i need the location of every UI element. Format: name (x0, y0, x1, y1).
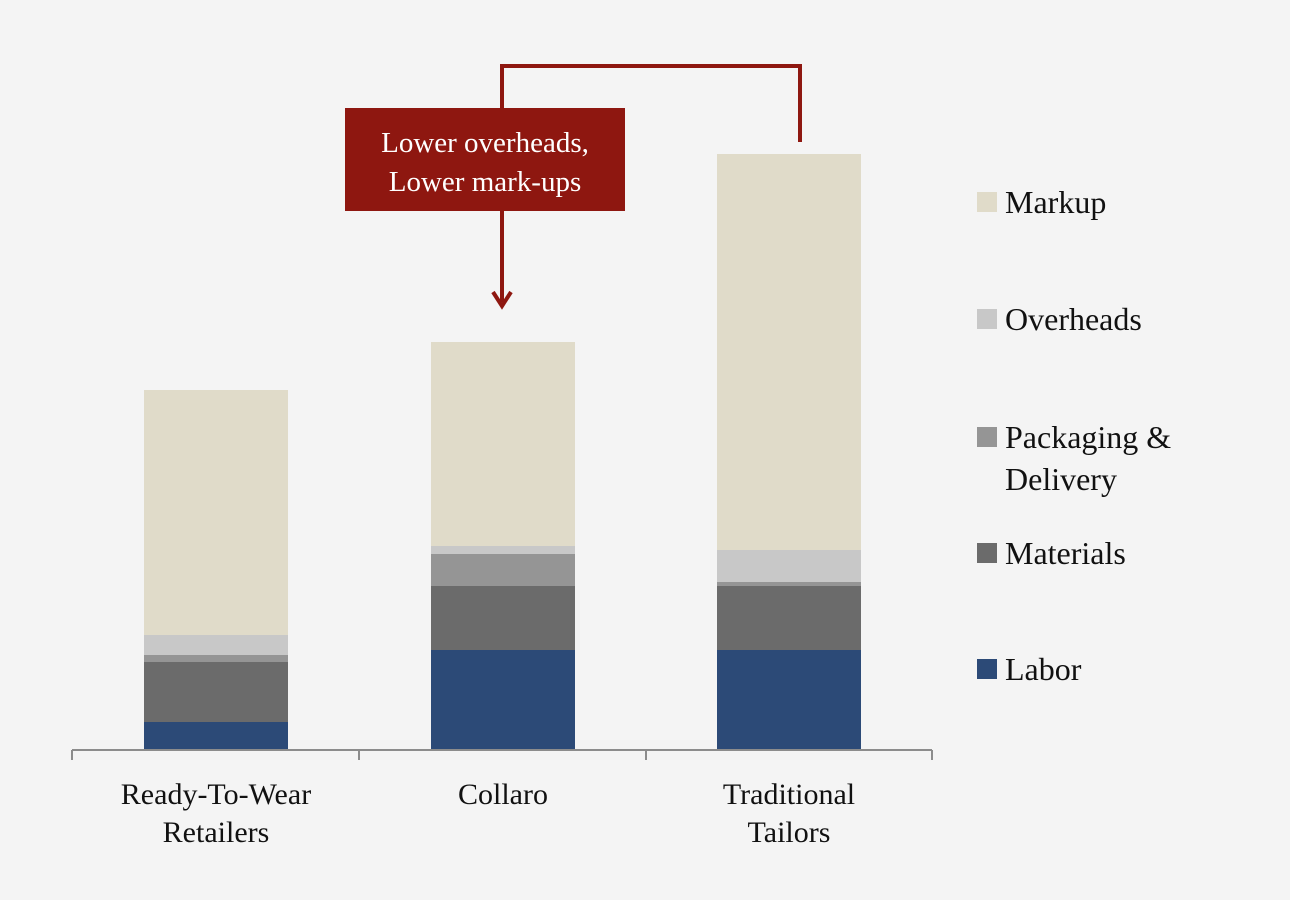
legend-swatch-3 (977, 309, 997, 329)
category-labels: Ready-To-Wear Retailers Collaro Traditional… (121, 778, 855, 849)
bar-segment-materials-2 (717, 586, 861, 650)
x-axis (71, 749, 933, 760)
bar-segment-packaging-delivery-0 (144, 655, 288, 662)
bar-segment-labor-2 (717, 650, 861, 750)
legend-label-0: Labor (1005, 651, 1082, 687)
bar-segment-markup-1 (431, 342, 575, 546)
callout-bracket-line (500, 64, 802, 142)
bar-segment-markup-2 (717, 154, 861, 550)
category-label-2-line-0: Traditional (723, 778, 855, 811)
category-label-2-line-1: Tailors (748, 816, 831, 849)
legend-label-3: Overheads (1005, 301, 1142, 337)
bar-segment-overheads-1 (431, 546, 575, 554)
bar-segment-materials-0 (144, 662, 288, 722)
legend-swatch-4 (977, 192, 997, 212)
bar-segment-overheads-2 (717, 550, 861, 582)
bar-segment-materials-1 (431, 586, 575, 650)
bar-segment-packaging-delivery-1 (431, 554, 575, 586)
legend-label-2-line-1: Delivery (1005, 461, 1117, 497)
legend-label-1: Materials (1005, 535, 1126, 571)
legend-label-4: Markup (1005, 184, 1106, 220)
bar-segment-overheads-0 (144, 635, 288, 655)
bars-group (144, 154, 861, 750)
bar-segment-labor-1 (431, 650, 575, 750)
category-label-0-line-1: Retailers (163, 816, 270, 849)
bar-segment-packaging-delivery-2 (717, 582, 861, 586)
legend-swatch-0 (977, 659, 997, 679)
bar-segment-labor-0 (144, 722, 288, 750)
legend-label-2-line-0: Packaging & (1005, 419, 1171, 455)
legend: Labor Materials Packaging & Delivery Overhea… (977, 184, 1171, 687)
annotation-callout: Lower overheads, Lower mark-ups (345, 64, 802, 310)
callout-arrow-head (491, 290, 513, 310)
legend-swatch-1 (977, 543, 997, 563)
callout-text-line-1: Lower mark-ups (389, 166, 581, 198)
bar-segment-markup-0 (144, 390, 288, 635)
legend-swatch-2 (977, 427, 997, 447)
category-label-1-line-0: Collaro (458, 778, 548, 811)
callout-text-line-0: Lower overheads, (381, 127, 589, 159)
category-label-0-line-0: Ready-To-Wear (121, 778, 311, 811)
callout-box (345, 108, 625, 211)
